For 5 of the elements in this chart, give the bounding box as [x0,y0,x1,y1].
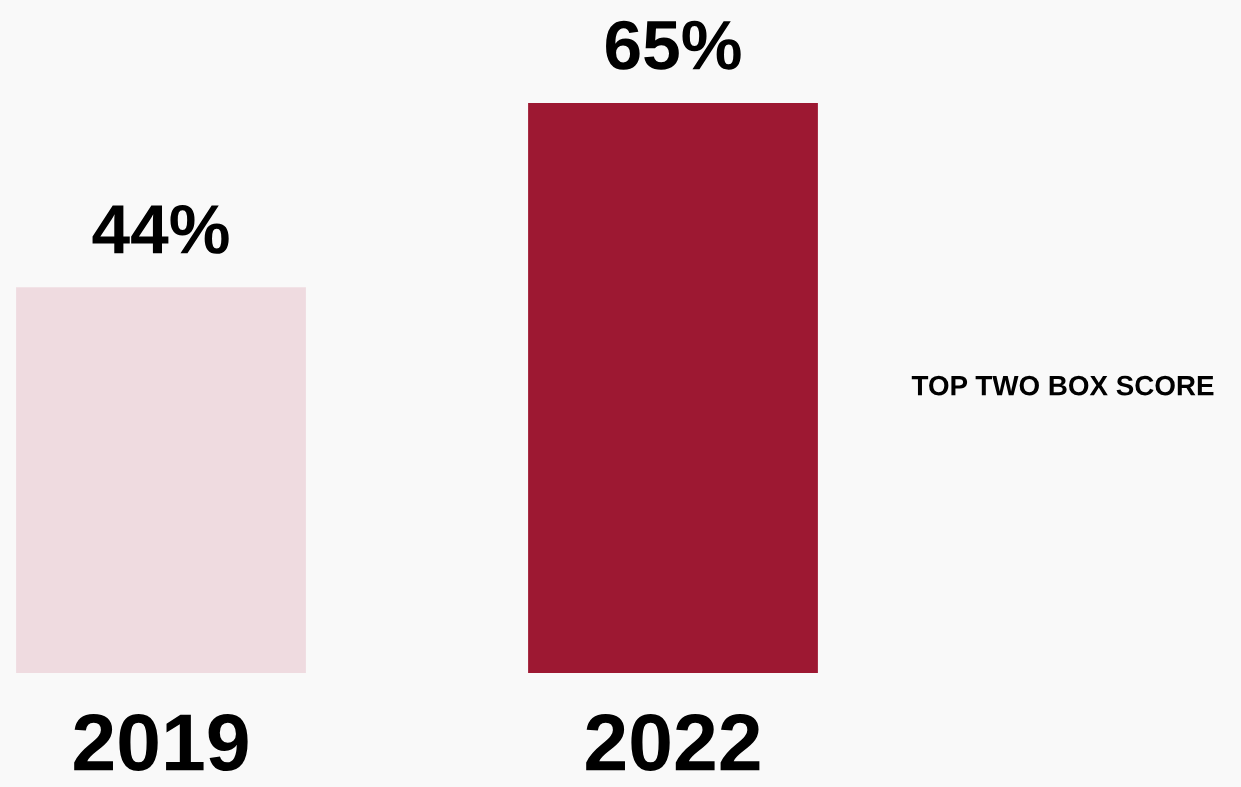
x-tick-label: 2022 [586,714,760,772]
x-tick-label: 2019 [74,714,248,772]
data-label: 65% [606,20,741,70]
data-label: 44% [92,204,229,254]
annotation: TOP TWO BOX SCORE [911,375,1214,396]
